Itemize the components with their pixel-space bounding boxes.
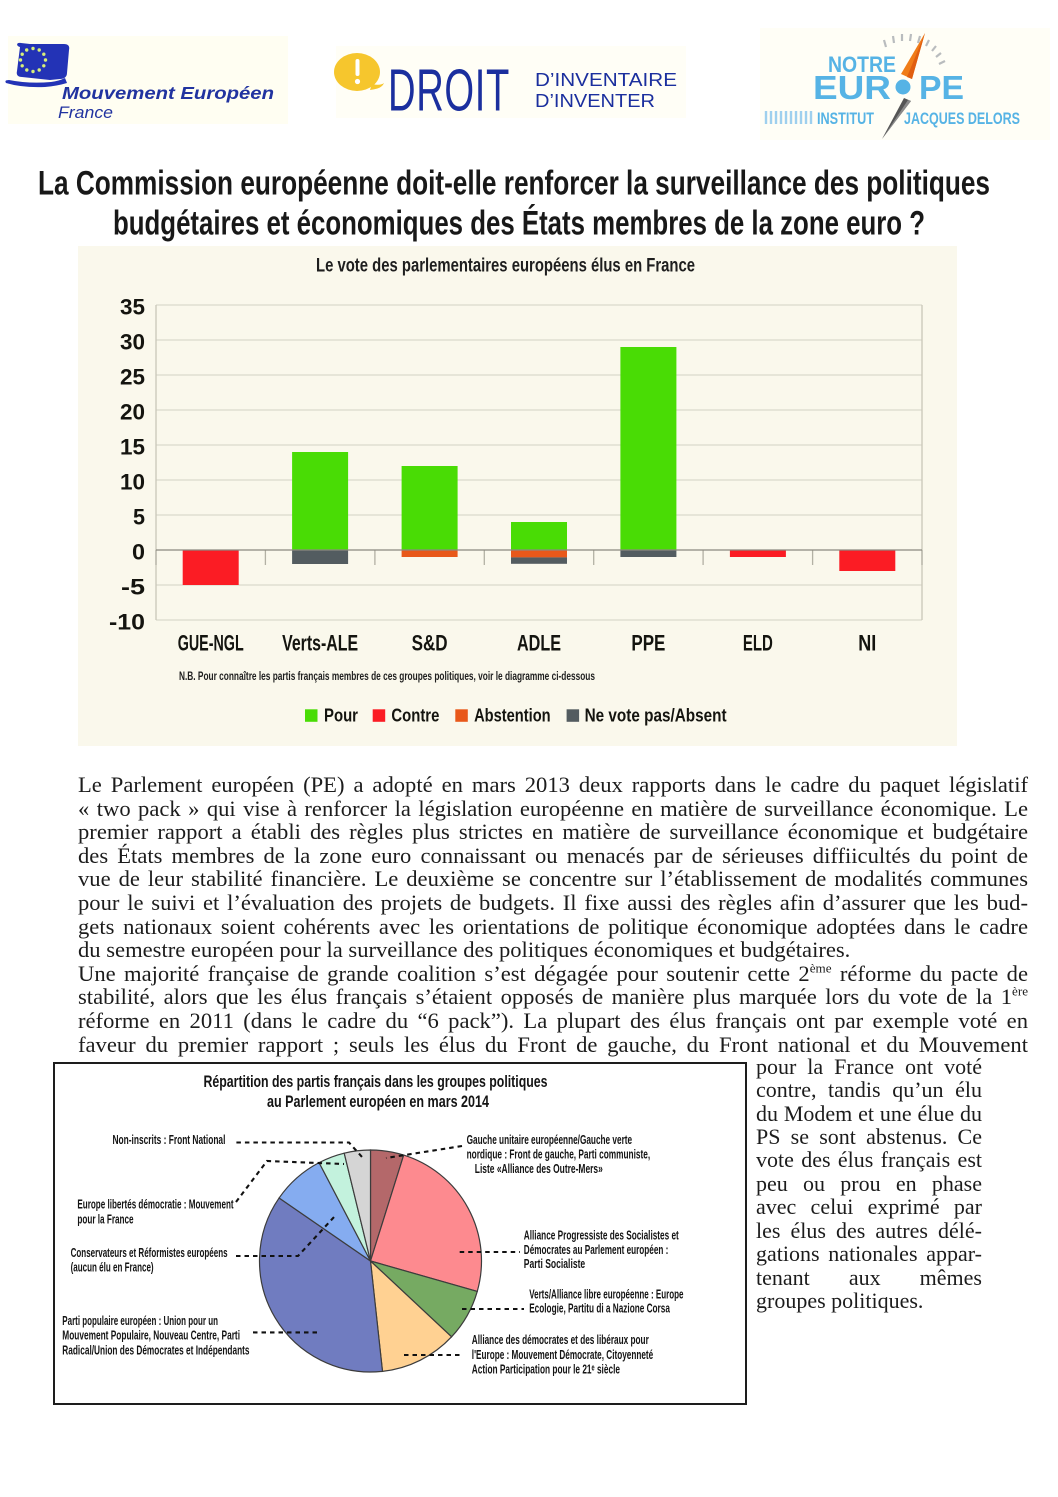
svg-text:Liste «Alliance des Outre-Mers: Liste «Alliance des Outre-Mers» xyxy=(475,1162,603,1176)
svg-text:JACQUES DELORS: JACQUES DELORS xyxy=(904,109,1020,128)
svg-text:Conservateurs et Réformistes e: Conservateurs et Réformistes européens xyxy=(71,1246,228,1260)
svg-text:PE: PE xyxy=(919,69,964,106)
svg-text:N.B. Pour connaître les partis: N.B. Pour connaître les partis français … xyxy=(179,669,595,683)
svg-text:Ecologie, Partitu di a Nazione: Ecologie, Partitu di a Nazione Corsa xyxy=(529,1302,670,1316)
svg-text:budgétaires et économiques des: budgétaires et économiques des États mem… xyxy=(113,205,925,243)
svg-text:Action Participation pour le 2: Action Participation pour le 21ᵉ siècle xyxy=(472,1363,620,1377)
svg-text:Ne vote pas/Absent: Ne vote pas/Absent xyxy=(585,706,727,726)
svg-text:Non-inscrits : Front National: Non-inscrits : Front National xyxy=(113,1133,226,1147)
svg-text:Mouvement Européen: Mouvement Européen xyxy=(62,83,274,103)
svg-text:(aucun élu en France): (aucun élu en France) xyxy=(71,1260,154,1274)
svg-text:Verts/Alliance libre européenn: Verts/Alliance libre européenne : Europe xyxy=(529,1288,683,1302)
svg-text:DROIT: DROIT xyxy=(388,58,510,124)
svg-text:France: France xyxy=(58,104,113,122)
svg-text:EUR: EUR xyxy=(813,69,891,106)
svg-text:Mouvement Populaire, Nouveau C: Mouvement Populaire, Nouveau Centre, Par… xyxy=(62,1328,240,1342)
svg-text:ELD: ELD xyxy=(743,631,773,656)
svg-text:-5: -5 xyxy=(121,575,145,600)
svg-text:15: 15 xyxy=(120,435,145,460)
svg-text:D’INVENTER: D’INVENTER xyxy=(535,90,655,111)
svg-text:Démocrates au Parlement europé: Démocrates au Parlement européen : xyxy=(524,1243,669,1257)
svg-text:5: 5 xyxy=(133,505,145,530)
svg-text:Europe libertés démocratie : M: Europe libertés démocratie : Mouvement xyxy=(77,1197,234,1211)
svg-text:Gauche unitaire européenne/Gau: Gauche unitaire européenne/Gauche verte xyxy=(467,1133,633,1147)
svg-text:La Commission européenne doit-: La Commission européenne doit-elle renfo… xyxy=(38,165,990,203)
svg-text:0: 0 xyxy=(132,540,145,565)
svg-text:Verts-ALE: Verts-ALE xyxy=(282,631,358,656)
svg-text:D’INVENTAIRE: D’INVENTAIRE xyxy=(535,69,677,90)
svg-text:20: 20 xyxy=(120,400,145,425)
svg-text:Parti populaire européen : Uni: Parti populaire européen : Union pour un xyxy=(62,1314,218,1328)
svg-text:Le vote des parlementaires eur: Le vote des parlementaires européens élu… xyxy=(316,255,695,277)
svg-text:NOTRE: NOTRE xyxy=(828,52,896,77)
svg-text:25: 25 xyxy=(120,365,145,390)
svg-text:PPE: PPE xyxy=(631,631,665,656)
svg-text:35: 35 xyxy=(120,295,145,320)
svg-text:nordique : Front de gauche, Pa: nordique : Front de gauche, Parti commun… xyxy=(467,1148,651,1162)
svg-text:Pour: Pour xyxy=(324,706,358,726)
svg-text:Abstention: Abstention xyxy=(474,706,550,726)
svg-text:Répartition des partis françai: Répartition des partis français dans les… xyxy=(204,1072,548,1091)
svg-text:GUE-NGL: GUE-NGL xyxy=(178,631,244,656)
svg-text:-10: -10 xyxy=(109,610,145,635)
svg-text:pour la France: pour la France xyxy=(77,1213,133,1227)
svg-text:S&D: S&D xyxy=(412,631,448,656)
svg-text:ADLE: ADLE xyxy=(517,631,561,656)
svg-text:Parti Socialiste: Parti Socialiste xyxy=(524,1257,585,1271)
svg-text:NI: NI xyxy=(858,631,876,656)
svg-text:Contre: Contre xyxy=(391,706,439,726)
svg-text:Radical/Union des Démocrates e: Radical/Union des Démocrates et Indépend… xyxy=(62,1343,249,1357)
svg-text:au Parlement européen en mars: au Parlement européen en mars 2014 xyxy=(267,1092,489,1111)
svg-text:INSTITUT: INSTITUT xyxy=(817,109,874,128)
svg-text:30: 30 xyxy=(120,330,145,355)
svg-text:Alliance Progressiste des Soci: Alliance Progressiste des Socialistes et xyxy=(524,1229,680,1243)
svg-text:10: 10 xyxy=(120,470,145,495)
svg-text:l'Europe : Mouvement Démocrate: l'Europe : Mouvement Démocrate, Citoyenn… xyxy=(472,1348,653,1362)
svg-text:Alliance des démocrates et des: Alliance des démocrates et des libéraux … xyxy=(472,1333,649,1347)
